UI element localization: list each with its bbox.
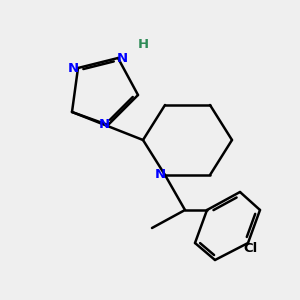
Text: Cl: Cl — [243, 242, 257, 254]
Text: N: N — [154, 169, 166, 182]
Text: N: N — [116, 52, 128, 64]
Text: H: H — [137, 38, 148, 52]
Text: N: N — [98, 118, 110, 131]
Text: N: N — [68, 61, 79, 74]
